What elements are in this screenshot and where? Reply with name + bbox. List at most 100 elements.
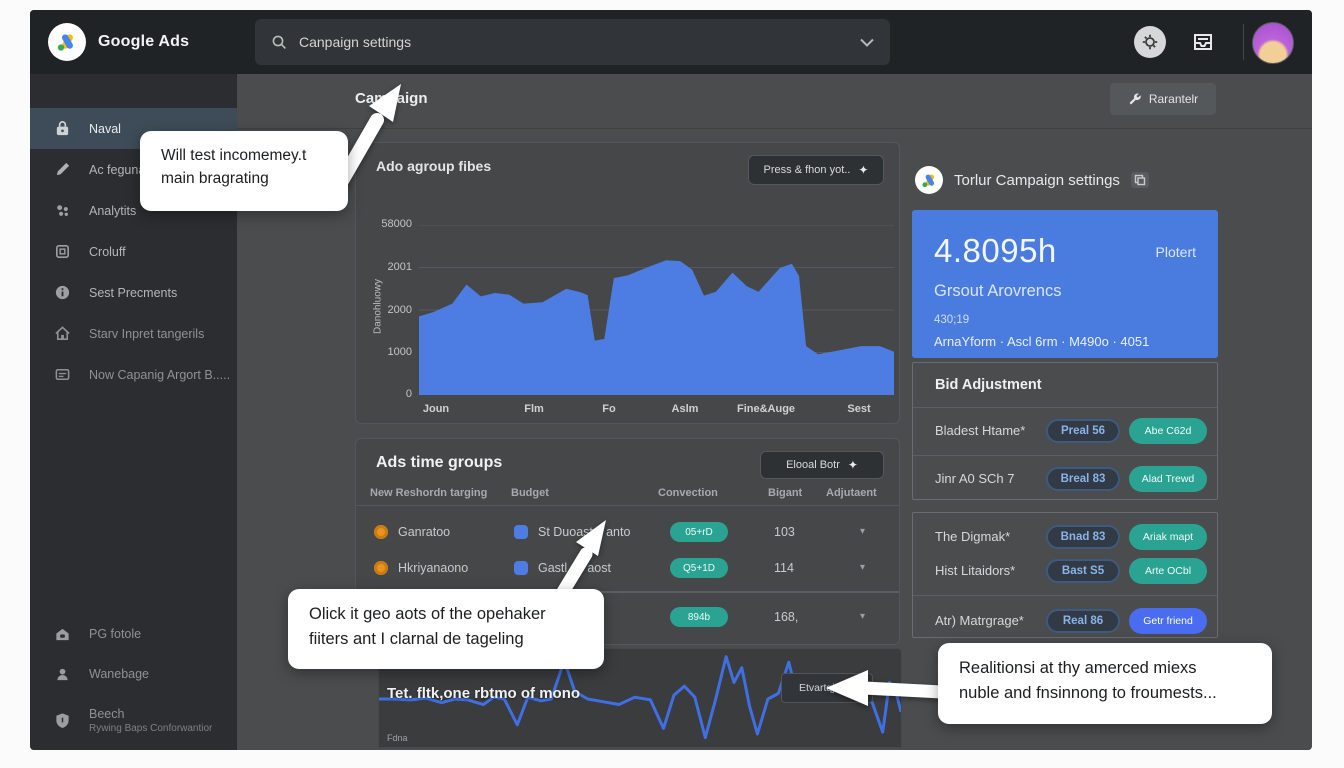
google-ads-logo-icon <box>48 23 86 61</box>
outline-pill-button[interactable]: Bnad 83 <box>1046 525 1120 549</box>
x-tick: Fine&Auge <box>736 403 796 415</box>
stat-line2: ArnaYform · Ascl 6rm · M490o · 4051 <box>934 334 1150 349</box>
tooltip-campaign: Will test incomemey.t main bragrating <box>140 131 348 211</box>
chevron-down-icon[interactable]: ▾ <box>860 562 866 573</box>
sidebar-item-wanebage[interactable]: Wanebage <box>30 654 237 694</box>
table-action-button[interactable]: Elooal Botr ✦ <box>760 451 884 479</box>
x-tick: Fo <box>602 403 616 415</box>
sidebar-item-label: Wanebage <box>89 667 149 681</box>
x-tick: Joun <box>422 403 450 415</box>
bid-adjustment-title: Bid Adjustment <box>935 377 1042 393</box>
table-divider <box>356 505 899 506</box>
sidebar-item-sublabel: Rywing Baps Conforwantior <box>89 722 213 734</box>
solid-pill-button[interactable]: Abe C62d <box>1129 418 1207 444</box>
sidebar-item-label: Sest Precments <box>89 285 178 300</box>
stat-value: 4.8095h <box>934 232 1057 269</box>
right-panel-title: Torlur Campaign settings <box>954 171 1120 189</box>
frame-icon <box>54 243 71 260</box>
sidebar-item-label: Croluff <box>89 244 126 259</box>
topbar: Google Ads <box>30 10 1312 74</box>
search-input[interactable] <box>297 33 860 51</box>
sidebar-item-croluff[interactable]: Croluff <box>30 231 237 272</box>
header-divider <box>237 128 1312 129</box>
sidebar-item-ac-feguna[interactable]: Ac feguna <box>30 149 237 190</box>
chevron-down-icon[interactable]: ▾ <box>860 526 866 537</box>
divider <box>913 455 1217 456</box>
card-icon <box>54 366 71 383</box>
x-tick: Flm <box>524 403 544 415</box>
shield-icon <box>54 712 71 729</box>
bid-adjustment-card-2: The Digmak* Bnad 83 Ariak mapt Hist Lita… <box>912 512 1218 638</box>
outline-pill-button[interactable]: Bast S5 <box>1046 559 1120 583</box>
solid-pill-button[interactable]: Alad Trewd <box>1129 466 1207 492</box>
google-ads-logo-icon <box>915 166 943 194</box>
stat-line1: 430;19 <box>934 314 970 326</box>
sidebar-item-sest-precments[interactable]: Sest Precments <box>30 272 237 313</box>
wrench-icon <box>1128 92 1142 106</box>
y-tick: 58000 <box>381 218 412 230</box>
tooltip-bottom: Realitionsi at thy amerced miexs nuble a… <box>938 643 1272 724</box>
brand: Google Ads <box>30 10 237 74</box>
stat-badge: Plotert <box>1155 244 1196 260</box>
sidebar-item-now-capanig[interactable]: Now Capanig Argort B..... <box>30 354 237 395</box>
table-title: Ads time groups <box>376 454 503 471</box>
bid-adjustment-card: Bid Adjustment Bladest Htame* Preal 56 A… <box>912 362 1218 500</box>
rarantelr-button[interactable]: Rarantelr <box>1110 83 1216 115</box>
area-chart-title: Ado agroup fibes <box>376 158 492 174</box>
info-icon <box>54 284 71 301</box>
search-bar[interactable] <box>255 19 890 65</box>
search-icon <box>271 34 287 50</box>
solid-pill-button[interactable]: Ariak mapt <box>1129 524 1207 550</box>
stat-subtitle: Grsout Arovrencs <box>934 282 1062 300</box>
brand-title: Google Ads <box>98 33 190 50</box>
chevron-down-icon[interactable] <box>860 38 874 47</box>
archive-icon <box>54 626 71 643</box>
pencil-icon <box>54 161 71 178</box>
area-chart-action-button[interactable]: Press & fhon yot.. ✦ <box>748 155 884 185</box>
sidebar-item-label: PG fotole <box>89 627 142 641</box>
main-content: Campaign Rarantelr Ado agroup fibes Pres… <box>237 74 1312 750</box>
gear-icon[interactable] <box>1134 26 1166 58</box>
sidebar-item-starv-inpret[interactable]: Starv Inpret tangerils <box>30 313 237 354</box>
outline-pill-button[interactable]: Real 86 <box>1046 609 1120 633</box>
bottom-chart-title: Tet. fltk,one rbtmo of mono <box>387 685 581 702</box>
chevron-down-icon[interactable]: ▾ <box>860 611 866 622</box>
y-tick: 1000 <box>387 346 412 358</box>
sidebar-item-label: Naval <box>89 121 121 136</box>
inbox-icon[interactable] <box>1192 32 1214 52</box>
solid-pill-button[interactable]: Getr friend <box>1129 608 1207 634</box>
y-tick: 2001 <box>387 261 412 273</box>
right-panel-header: Torlur Campaign settings <box>915 166 1149 194</box>
sidebar-item-label: Starv Inpret tangerils <box>89 326 205 341</box>
sidebar-item-beech[interactable]: Beech Rywing Baps Conforwantior <box>30 694 237 746</box>
solid-pill-button[interactable]: Arte OCbl <box>1129 558 1207 584</box>
lock-icon <box>54 120 71 137</box>
analytics-icon <box>54 202 71 219</box>
conversion-badge: 05+rD <box>670 522 728 542</box>
x-tick: Sest <box>847 403 871 415</box>
avatar[interactable] <box>1252 22 1294 64</box>
y-tick: 2000 <box>387 304 412 316</box>
user-icon <box>54 666 71 683</box>
area-chart-card: Ado agroup fibes Press & fhon yot.. ✦ Dan… <box>355 142 900 424</box>
sidebar-item-pg-fotole[interactable]: PG fotole <box>30 614 237 654</box>
home-icon <box>54 325 71 342</box>
column-header: Bigant <box>768 487 803 499</box>
sparkle-icon: ✦ <box>858 163 869 177</box>
divider <box>913 407 1217 408</box>
status-dot-icon <box>374 525 388 539</box>
bottom-chart-corner-label: Fdna <box>387 733 408 743</box>
sidebar-item-analytits[interactable]: Analytits <box>30 190 237 231</box>
column-header: Adjutaent <box>826 487 877 499</box>
outline-pill-button[interactable]: Breal 83 <box>1046 467 1120 491</box>
sidebar-item-label: Analytits <box>89 203 137 218</box>
divider <box>913 595 1217 596</box>
outline-pill-button[interactable]: Preal 56 <box>1046 419 1120 443</box>
tooltip-table: Olick it geo aots of the opehaker fiiter… <box>288 589 604 669</box>
status-dot-icon <box>374 561 388 575</box>
column-header: New Reshordn targing <box>370 487 488 499</box>
topbar-divider <box>1243 24 1244 60</box>
copy-icon[interactable] <box>1130 172 1149 188</box>
app-window: Google Ads <box>30 10 1312 750</box>
column-header: Convection <box>658 487 718 499</box>
